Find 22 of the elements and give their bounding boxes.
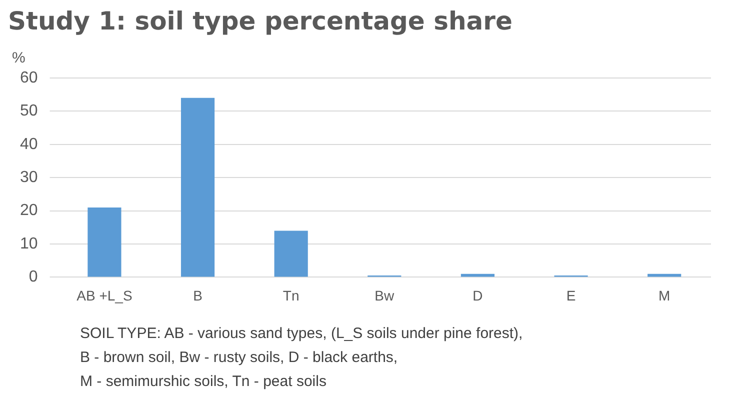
- x-tick-label: Tn: [282, 287, 300, 304]
- bar: [274, 230, 308, 277]
- y-tick-label: 0: [28, 268, 38, 286]
- bar: [180, 98, 215, 277]
- y-tick-label: 60: [20, 69, 38, 86]
- y-tick-label: 10: [20, 235, 38, 252]
- y-tick-label: 20: [20, 202, 38, 220]
- y-tick-label: 40: [20, 136, 38, 153]
- x-tick-label: B: [193, 287, 202, 304]
- y-tick-label: 30: [20, 169, 38, 186]
- x-tick-label: D: [472, 287, 483, 304]
- y-tick-label: 50: [20, 102, 38, 120]
- x-tick-label: Bw: [374, 287, 396, 304]
- chart-title: Study 1: soil type percentage share: [8, 6, 512, 36]
- text: B - brown soil, Bw - rusty soils, D - black earths,: [80, 348, 399, 368]
- text: SOIL TYPE: AB - various sand types, (L_S soils under pine forest),: [80, 324, 524, 344]
- x-tick-label: M: [658, 287, 670, 304]
- text: M - semimurshic soils, Tn - peat soils: [80, 372, 328, 392]
- y-axis-title: %: [12, 50, 26, 67]
- x-tick-label: AB +L_S: [76, 287, 132, 304]
- bar: [88, 207, 122, 277]
- x-tick-label: E: [566, 287, 576, 304]
